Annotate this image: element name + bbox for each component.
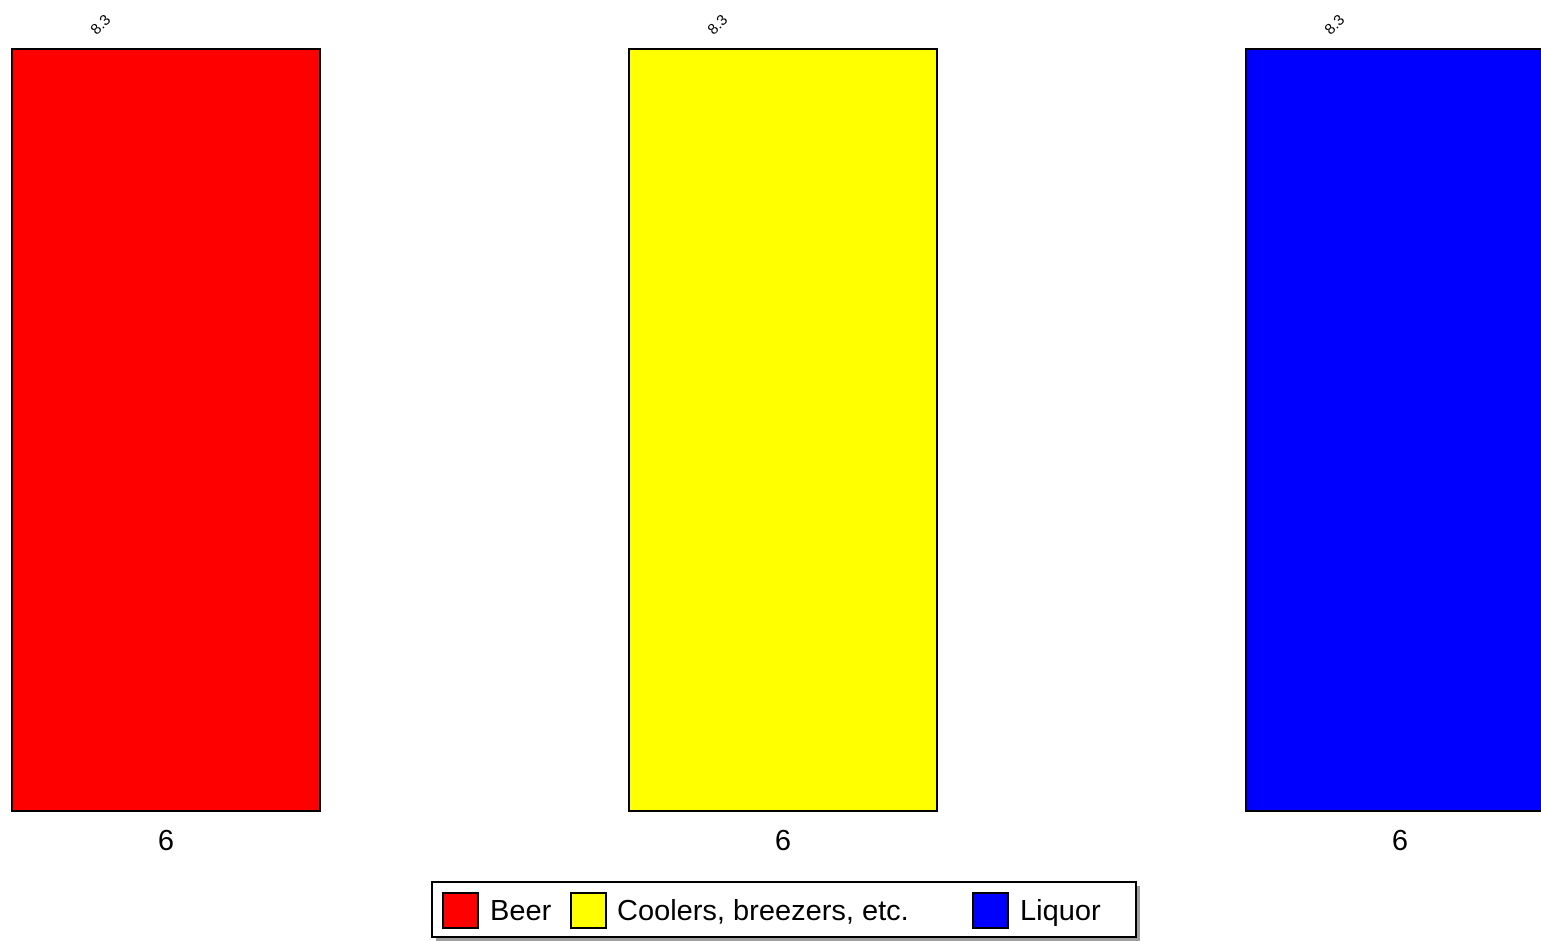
- bar-coolers-breezers-etc: [628, 48, 938, 812]
- legend-label-liquor: Liquor: [1020, 895, 1101, 927]
- x-tick-label: 6: [158, 825, 174, 857]
- legend-swatch-liquor: [972, 892, 1009, 929]
- legend-label-beer: Beer: [490, 895, 552, 927]
- legend-swatch-beer: [442, 892, 479, 929]
- bar-liquor: [1245, 48, 1541, 812]
- data-label: 8.3: [1321, 11, 1348, 38]
- x-tick-labels: 6 6 6: [158, 825, 1408, 857]
- bar-beer: [11, 48, 321, 812]
- data-labels: 8.3 8.3 8.3: [87, 11, 1348, 38]
- bars-group: [11, 48, 1541, 812]
- x-tick-label: 6: [775, 825, 791, 857]
- legend-label-coolers-breezers-etc: Coolers, breezers, etc.: [617, 895, 909, 927]
- data-label: 8.3: [704, 11, 731, 38]
- x-tick-label: 6: [1392, 825, 1408, 857]
- legend-box: [431, 881, 1137, 938]
- legend: Beer Coolers, breezers, etc. Liquor: [431, 881, 1140, 941]
- data-label: 8.3: [87, 11, 114, 38]
- legend-swatch-coolers-breezers-etc: [570, 892, 607, 929]
